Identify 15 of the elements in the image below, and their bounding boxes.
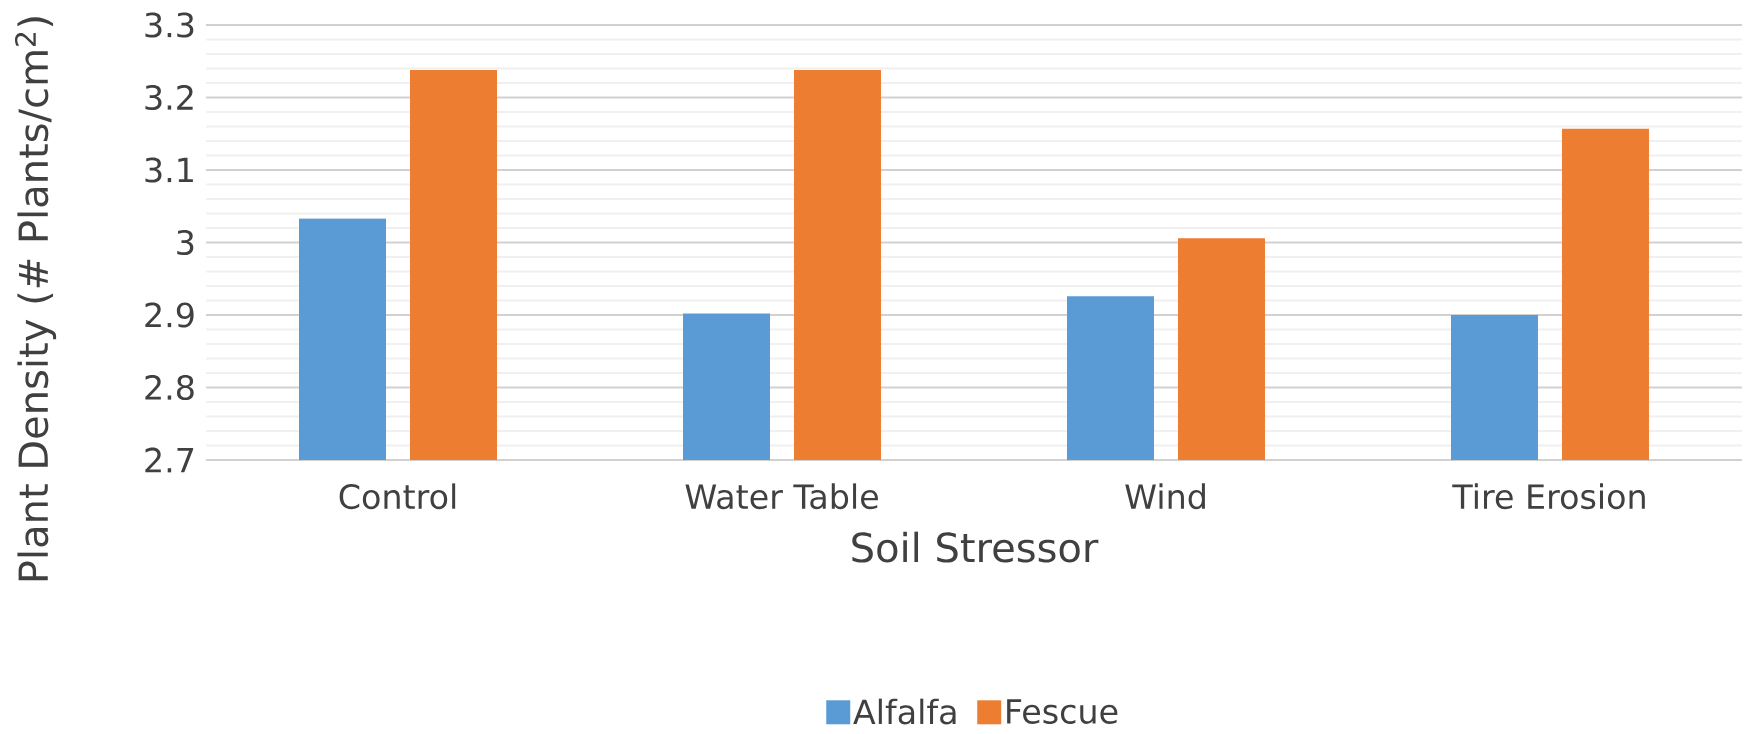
x-tick-label: Control [339, 483, 456, 510]
x-tick-label: Wind [1125, 483, 1205, 510]
y-tick-label: 3.3 [145, 12, 194, 38]
y-tick-label: 3.1 [145, 157, 193, 183]
y-axis-title: Plant Density (# Plants/cm$^{2}$) [14, 17, 57, 581]
y-tick-label: 2.8 [145, 374, 194, 401]
x-axis-title: Soil Stressor [852, 531, 1099, 563]
x-tick-label: Water Table [685, 483, 878, 510]
y-tick-label: 2.7 [145, 447, 194, 473]
y-tick-label: 2.9 [145, 302, 194, 328]
y-tick-label: 3 [177, 229, 194, 256]
y-tick-label: 3.2 [145, 84, 193, 111]
legend-label: Fescue [1007, 699, 1118, 724]
legend-label: Alfalfa [853, 698, 956, 725]
x-tick-label: Tire Erosion [1452, 483, 1645, 510]
